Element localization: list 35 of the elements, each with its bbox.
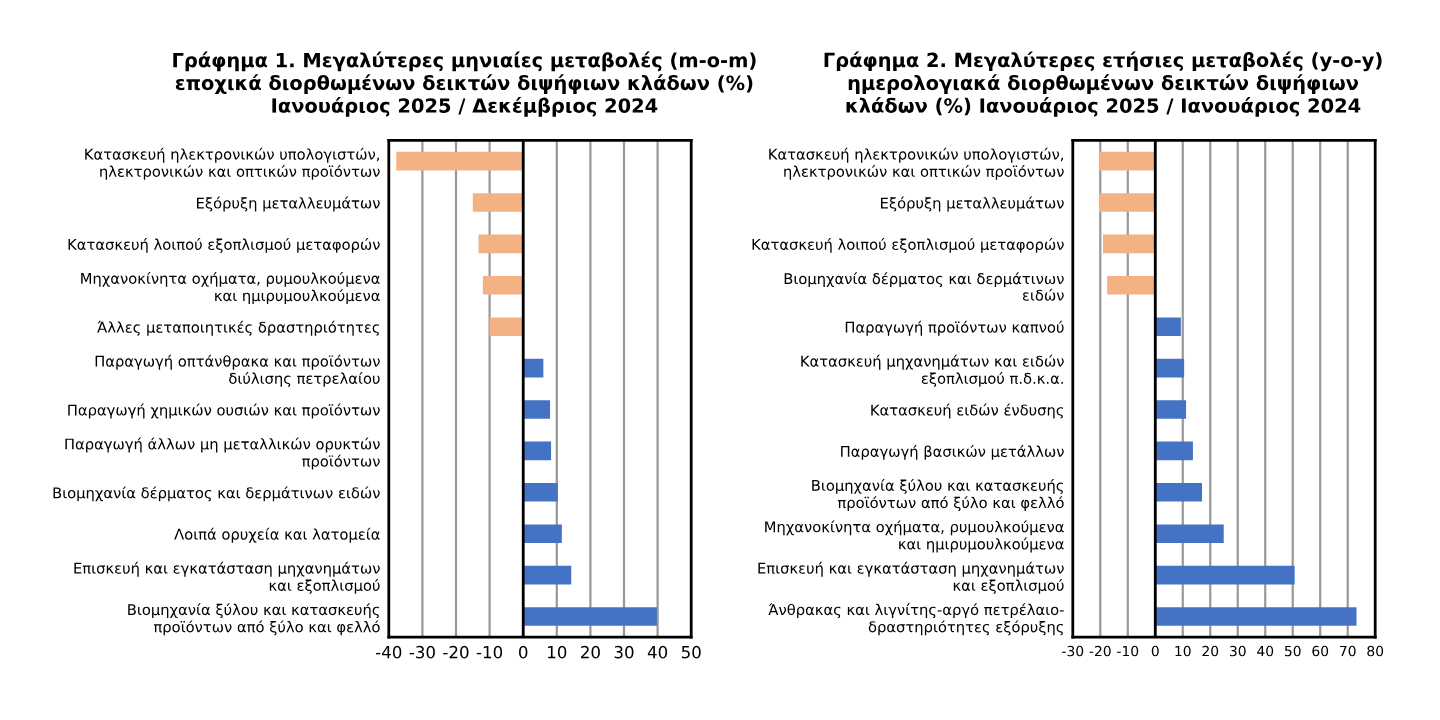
bar	[489, 317, 524, 337]
bar	[1098, 193, 1156, 212]
bar	[523, 400, 551, 419]
bar	[523, 482, 558, 502]
bar	[1107, 275, 1156, 295]
x-tick-label: 50	[681, 645, 701, 659]
x-tick-label: -30	[409, 645, 435, 659]
x-tick-label: -40	[376, 645, 402, 659]
x-tick-label: 20	[581, 645, 600, 659]
bar	[1155, 400, 1187, 419]
bar	[523, 565, 572, 585]
bar	[523, 607, 657, 626]
x-tick-label: 30	[614, 645, 634, 659]
bar	[1103, 234, 1156, 254]
bar	[1155, 607, 1357, 626]
bar	[523, 524, 562, 544]
bar	[478, 234, 524, 254]
bar	[1098, 151, 1156, 171]
bar	[1155, 482, 1203, 502]
x-tick-label: 40	[647, 645, 668, 659]
bar	[523, 441, 552, 461]
bar	[1155, 524, 1224, 544]
bar	[1155, 441, 1193, 461]
x-tick-label: 10	[548, 645, 567, 659]
bar	[1155, 317, 1181, 337]
bar	[1155, 565, 1295, 585]
x-tick-label: 0	[519, 645, 528, 659]
x-tick-label: -10	[476, 645, 503, 659]
x-tick-label: -20	[443, 645, 469, 659]
chart-title: Γράφημα 2. Μεγαλύτερες ετήσιες μεταβολές (y-o-y) ημερολογιακά διορθωμένων δεικτών διψήφιων κλάδων (%) Ιανουάριος 2025 / Ιανουάριος 2024	[824, 51, 1382, 117]
bar	[396, 151, 524, 171]
bar	[472, 193, 524, 212]
chart-title: Γράφημα 1. Μεγαλύτερες μηνιαίες μεταβολές (m-o-m) εποχικά διορθωμένων δεικτών διψήφιων κλάδων (%) Ιανουάριος 2025 / Δεκέμβριος 2024	[173, 51, 756, 117]
bar	[1155, 358, 1185, 378]
bar	[482, 275, 524, 295]
